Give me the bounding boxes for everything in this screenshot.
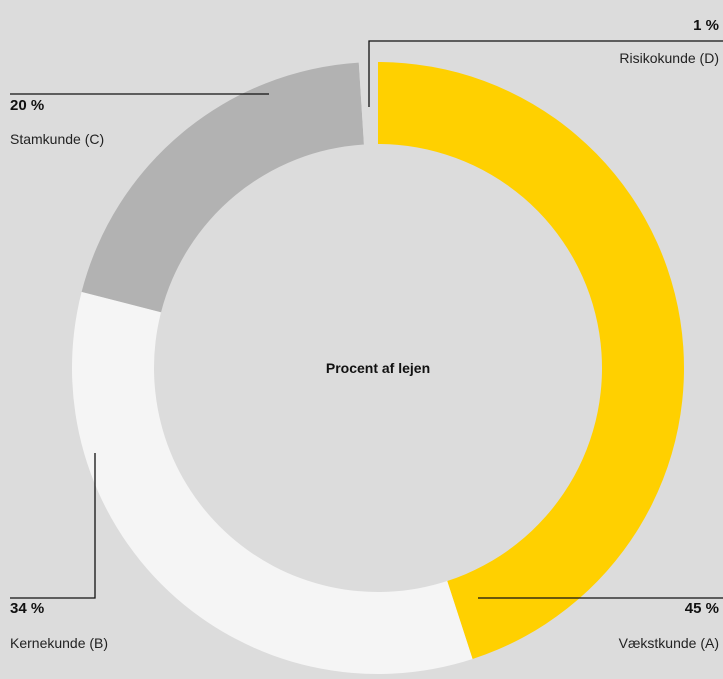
slice-label-stamkunde: Stamkunde (C) <box>10 131 104 147</box>
slice-vaekstkunde-a <box>378 62 685 660</box>
slice-label-risikokunde: Risikokunde (D) <box>619 50 719 66</box>
value-label-kernekunde: 34 % <box>10 600 44 617</box>
leader-lines <box>10 40 723 599</box>
value-label-risikokunde: 1 % <box>693 17 719 34</box>
slice-stamkunde-c <box>81 62 364 313</box>
leader-line-kernekunde <box>10 453 96 599</box>
center-label: Procent af lejen <box>326 360 430 376</box>
value-label-vaekstkunde: 45 % <box>685 600 719 617</box>
slice-label-vaekstkunde: Vækstkunde (A) <box>619 635 719 651</box>
slice-label-kernekunde: Kernekunde (B) <box>10 635 108 651</box>
value-label-stamkunde: 20 % <box>10 97 44 114</box>
leader-line-risikokunde <box>368 40 723 107</box>
slice-kernekunde-b <box>71 291 473 675</box>
